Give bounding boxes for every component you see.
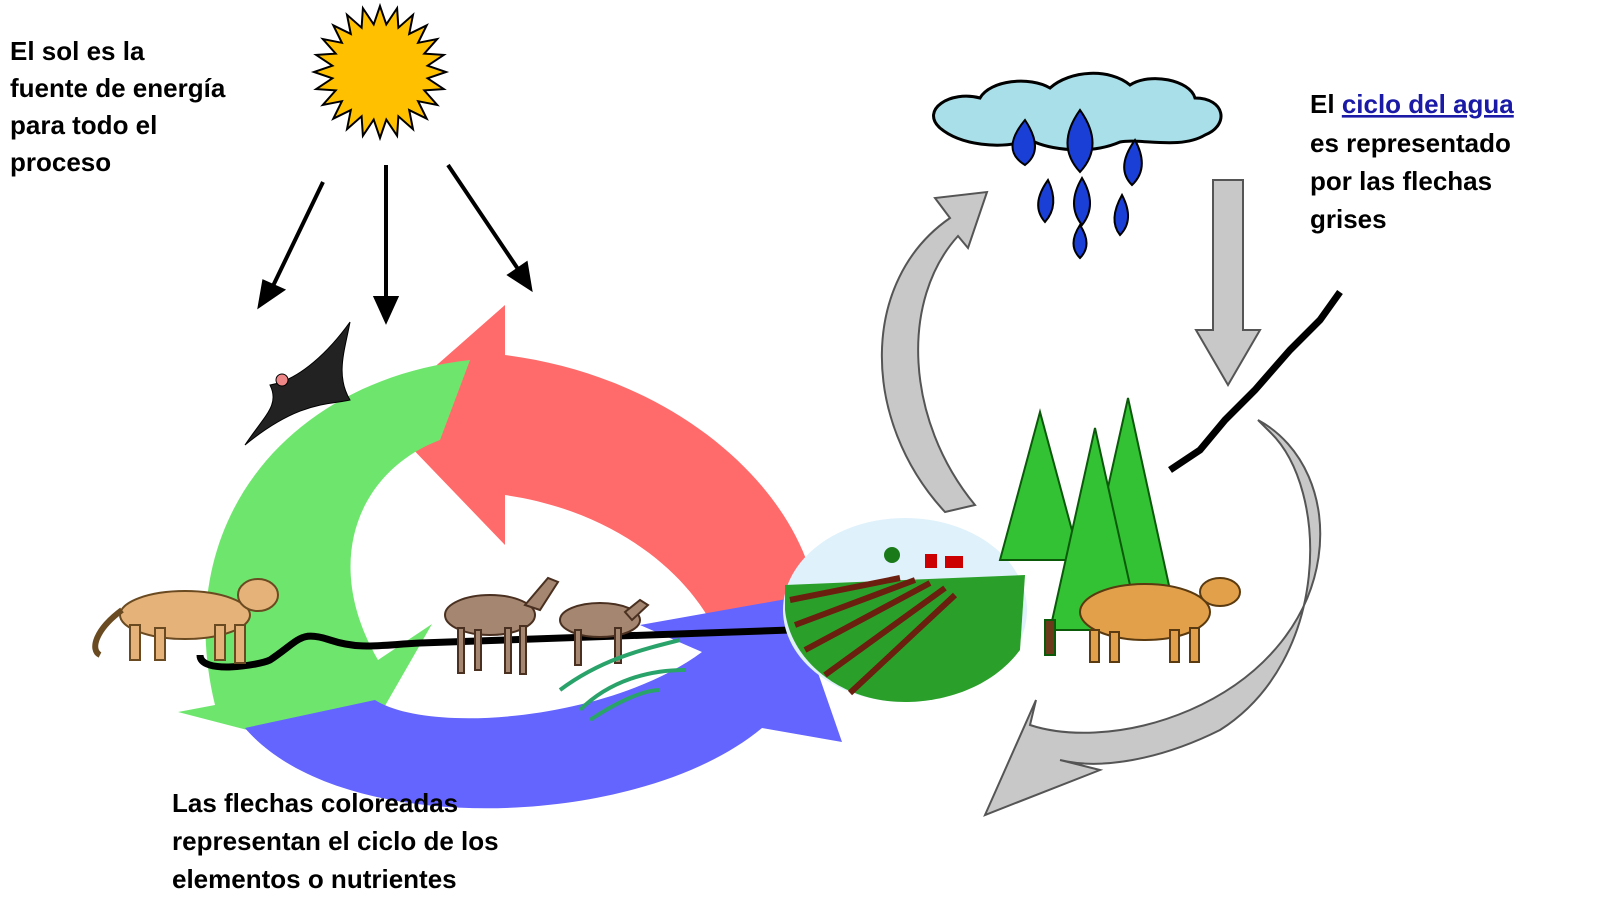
note-line: proceso xyxy=(10,147,111,177)
sun-arrows xyxy=(260,165,530,320)
note-prefix: El xyxy=(1310,89,1335,119)
sun xyxy=(314,6,446,138)
gray-arrow-up xyxy=(882,192,987,512)
diagram: El sol es la fuente de energía para todo… xyxy=(0,0,1604,913)
water-cycle-link[interactable]: ciclo del agua xyxy=(1342,89,1514,119)
note-line: es representado xyxy=(1310,128,1511,158)
note-line: Las flechas coloreadas xyxy=(172,788,458,818)
note-line: para todo el xyxy=(10,110,157,140)
note-line: El sol es la xyxy=(10,36,145,66)
cloud xyxy=(934,73,1221,258)
nutrient-note: Las flechas coloreadas representan el ci… xyxy=(172,788,499,894)
note-line: grises xyxy=(1310,204,1387,234)
black-line xyxy=(1170,292,1340,470)
cow xyxy=(1080,578,1240,662)
farm xyxy=(783,518,1027,702)
water-note: El ciclo del agua es representado por la… xyxy=(1310,89,1514,234)
gray-arrow-down xyxy=(1196,180,1260,385)
note-line: fuente de energía xyxy=(10,73,226,103)
green-arrow xyxy=(178,360,470,758)
note-line: El ciclo del agua xyxy=(1310,89,1514,119)
note-line: representan el ciclo de los xyxy=(172,826,499,856)
note-line: por las flechas xyxy=(1310,166,1492,196)
sun-note: El sol es la fuente de energía para todo… xyxy=(10,36,226,177)
note-line: elementos o nutrientes xyxy=(172,864,457,894)
red-arrow xyxy=(380,305,819,640)
